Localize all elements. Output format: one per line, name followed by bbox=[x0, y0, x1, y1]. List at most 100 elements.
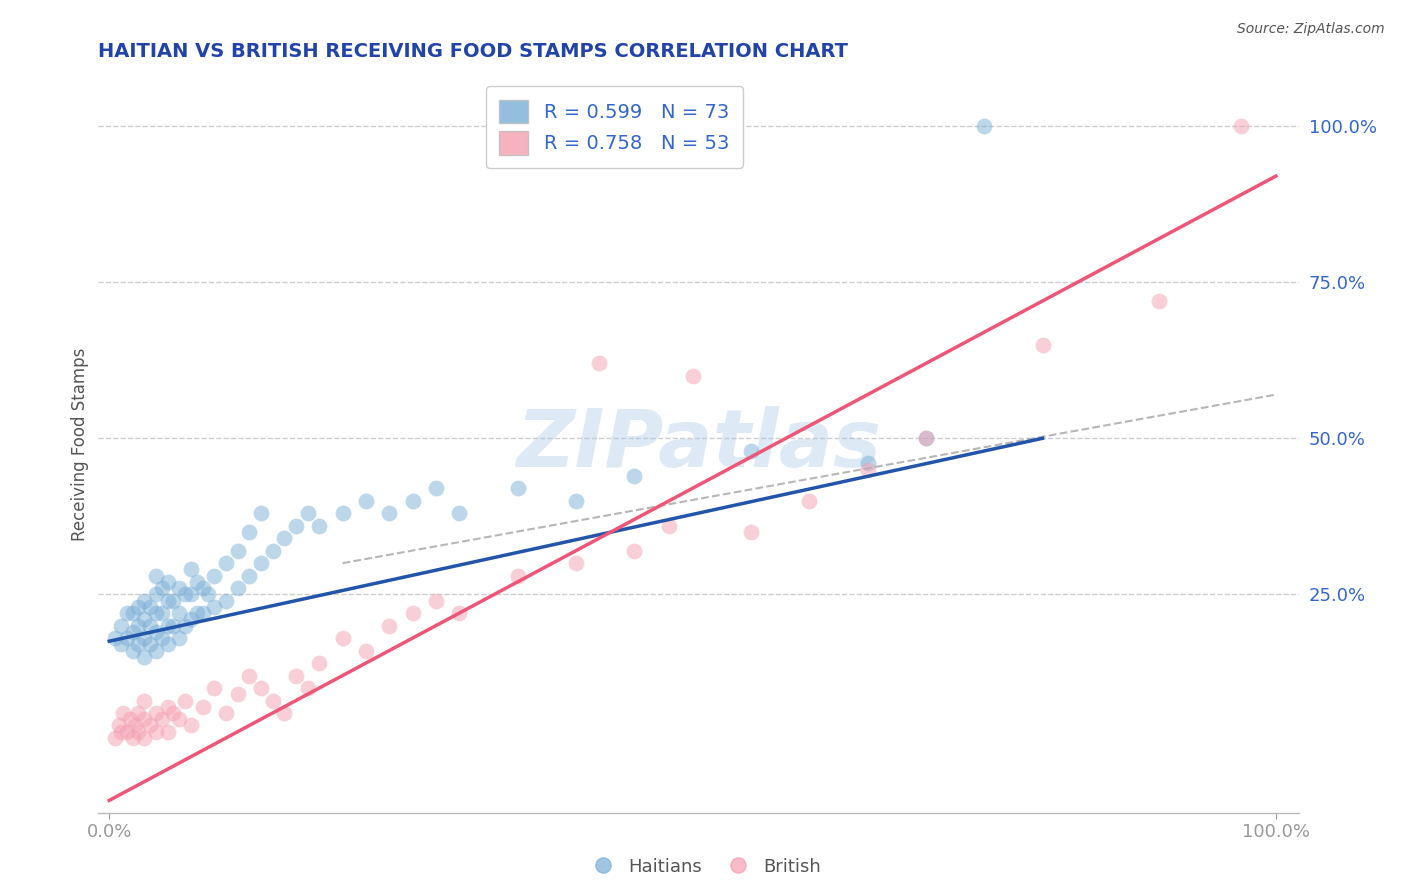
Point bbox=[740, 443, 762, 458]
Point bbox=[425, 481, 447, 495]
Point bbox=[262, 543, 284, 558]
Point bbox=[156, 699, 179, 714]
Point bbox=[197, 587, 219, 601]
Point bbox=[191, 699, 214, 714]
Point bbox=[162, 593, 184, 607]
Point bbox=[506, 481, 529, 495]
Point bbox=[134, 612, 156, 626]
Point bbox=[401, 606, 423, 620]
Point bbox=[134, 649, 156, 664]
Point bbox=[297, 506, 319, 520]
Point bbox=[973, 119, 995, 133]
Point bbox=[112, 706, 135, 720]
Point bbox=[156, 574, 179, 589]
Point bbox=[565, 493, 588, 508]
Text: HAITIAN VS BRITISH RECEIVING FOOD STAMPS CORRELATION CHART: HAITIAN VS BRITISH RECEIVING FOOD STAMPS… bbox=[97, 42, 848, 61]
Point bbox=[332, 506, 354, 520]
Point bbox=[150, 631, 173, 645]
Point bbox=[115, 724, 138, 739]
Point bbox=[506, 568, 529, 582]
Point bbox=[145, 587, 167, 601]
Point bbox=[250, 681, 273, 695]
Point bbox=[150, 712, 173, 726]
Point bbox=[215, 556, 238, 570]
Point bbox=[915, 431, 938, 445]
Point bbox=[215, 706, 238, 720]
Point bbox=[588, 356, 610, 370]
Point bbox=[238, 568, 260, 582]
Point bbox=[156, 618, 179, 632]
Point bbox=[682, 368, 704, 383]
Point bbox=[915, 431, 938, 445]
Point bbox=[378, 618, 401, 632]
Point bbox=[354, 493, 377, 508]
Point bbox=[156, 593, 179, 607]
Point bbox=[139, 637, 162, 651]
Point bbox=[332, 631, 354, 645]
Point bbox=[115, 606, 138, 620]
Point bbox=[180, 612, 202, 626]
Point bbox=[297, 681, 319, 695]
Point bbox=[167, 606, 190, 620]
Point bbox=[180, 587, 202, 601]
Point bbox=[104, 631, 127, 645]
Text: ZIPatlas: ZIPatlas bbox=[516, 406, 882, 483]
Point bbox=[127, 637, 149, 651]
Point bbox=[127, 706, 149, 720]
Point bbox=[134, 731, 156, 745]
Point bbox=[250, 506, 273, 520]
Point bbox=[180, 562, 202, 576]
Point bbox=[145, 724, 167, 739]
Point bbox=[856, 462, 879, 476]
Point bbox=[238, 524, 260, 539]
Point bbox=[145, 624, 167, 639]
Legend: R = 0.599   N = 73, R = 0.758   N = 53: R = 0.599 N = 73, R = 0.758 N = 53 bbox=[485, 86, 742, 169]
Point bbox=[156, 637, 179, 651]
Point bbox=[167, 581, 190, 595]
Point bbox=[401, 493, 423, 508]
Point bbox=[115, 631, 138, 645]
Point bbox=[156, 724, 179, 739]
Y-axis label: Receiving Food Stamps: Receiving Food Stamps bbox=[72, 348, 89, 541]
Point bbox=[104, 731, 127, 745]
Point bbox=[167, 712, 190, 726]
Point bbox=[565, 556, 588, 570]
Point bbox=[127, 599, 149, 614]
Point bbox=[284, 668, 307, 682]
Point bbox=[174, 618, 197, 632]
Point bbox=[250, 556, 273, 570]
Point bbox=[226, 581, 249, 595]
Point bbox=[139, 618, 162, 632]
Point bbox=[145, 706, 167, 720]
Point bbox=[623, 468, 645, 483]
Point bbox=[127, 618, 149, 632]
Point bbox=[1147, 293, 1170, 308]
Point bbox=[226, 687, 249, 701]
Legend: Haitians, British: Haitians, British bbox=[578, 851, 828, 883]
Point bbox=[167, 631, 190, 645]
Point bbox=[186, 574, 208, 589]
Point bbox=[121, 624, 143, 639]
Point bbox=[134, 693, 156, 707]
Point bbox=[215, 593, 238, 607]
Point bbox=[174, 693, 197, 707]
Point bbox=[134, 712, 156, 726]
Point bbox=[134, 631, 156, 645]
Point bbox=[121, 643, 143, 657]
Point bbox=[238, 668, 260, 682]
Point bbox=[378, 506, 401, 520]
Point bbox=[174, 587, 197, 601]
Point bbox=[150, 581, 173, 595]
Point bbox=[1230, 119, 1253, 133]
Point bbox=[134, 593, 156, 607]
Point bbox=[1032, 337, 1054, 351]
Point bbox=[308, 518, 330, 533]
Point bbox=[308, 656, 330, 670]
Point bbox=[262, 693, 284, 707]
Point bbox=[191, 581, 214, 595]
Point bbox=[202, 681, 225, 695]
Point bbox=[202, 568, 225, 582]
Point bbox=[284, 518, 307, 533]
Point bbox=[110, 637, 132, 651]
Text: Source: ZipAtlas.com: Source: ZipAtlas.com bbox=[1237, 22, 1385, 37]
